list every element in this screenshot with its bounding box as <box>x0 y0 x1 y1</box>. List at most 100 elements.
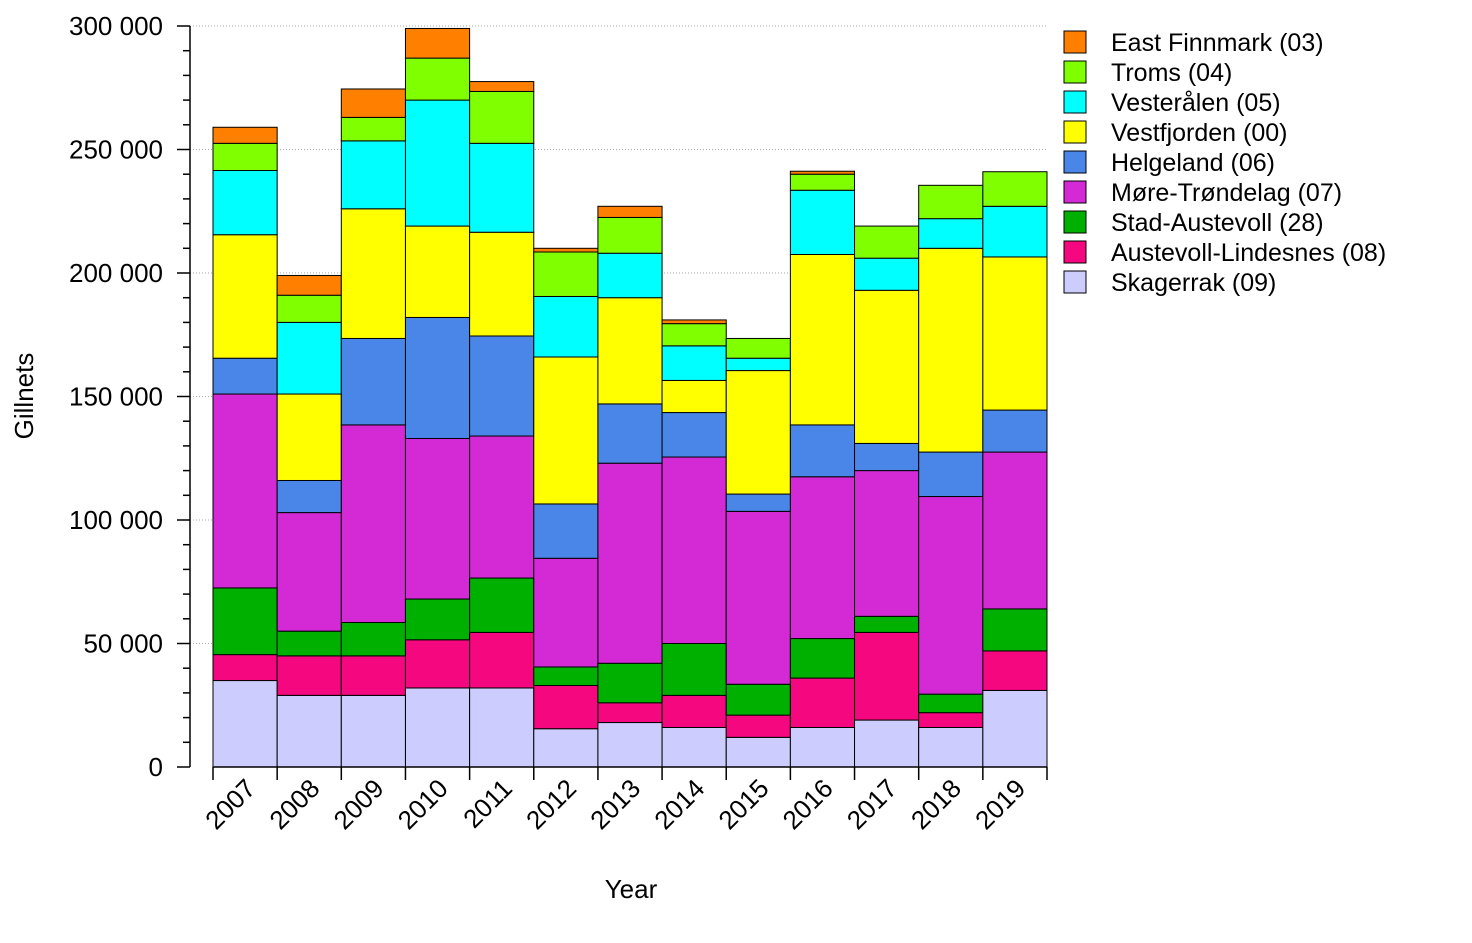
bar-segment <box>340 88 406 118</box>
bar-segment <box>725 683 791 716</box>
x-tick-label: 2019 <box>969 773 1031 835</box>
bar-segment <box>854 631 920 721</box>
legend-swatch <box>1063 30 1087 54</box>
bar-segment <box>597 702 663 724</box>
x-tick-label: 2011 <box>457 773 518 834</box>
bar-segment <box>212 680 278 768</box>
bar-segment <box>276 694 342 768</box>
x-tick-label: 2016 <box>777 773 839 835</box>
bar-segment <box>597 403 663 464</box>
bar-segment <box>404 225 471 318</box>
bar-segment <box>725 493 791 512</box>
bar-segment <box>725 337 791 359</box>
bar-segment <box>340 337 406 426</box>
bar-segment <box>533 247 599 253</box>
bar-segment <box>918 726 984 768</box>
bars <box>212 27 1048 768</box>
y-axis: 0 50 000 100 000 150 000 200 000 250 000 300 0… <box>69 11 191 782</box>
bar-segment <box>404 316 471 439</box>
bar-segment <box>661 319 727 325</box>
legend-label: Skagerrak (09) <box>1111 269 1276 297</box>
x-axis: 2007 2008 2009 2010 2011 2012 2013 2014 2015 2016… <box>199 766 1048 835</box>
bar-segment <box>212 142 278 171</box>
bar-segment <box>661 643 727 696</box>
bar-segment <box>469 142 535 233</box>
bar-segment <box>918 693 984 714</box>
x-tick-label: 2008 <box>263 773 325 835</box>
bar-segment <box>982 608 1048 652</box>
bar-segment <box>276 512 342 632</box>
x-tick-label: 2009 <box>328 773 390 835</box>
y-tick-label: 100 000 <box>69 505 163 535</box>
bar-segment <box>789 424 856 478</box>
bar-segment <box>982 171 1048 207</box>
bar-segment <box>469 335 535 437</box>
bar-segment <box>789 173 856 191</box>
legend-swatch <box>1063 60 1087 84</box>
y-tick-label: 250 000 <box>69 135 163 165</box>
bar-segment <box>340 208 406 339</box>
bar-segment <box>533 684 599 730</box>
x-tick-label: 2014 <box>648 773 710 835</box>
bar-segment <box>918 712 984 728</box>
bar-segment <box>789 189 856 255</box>
legend-label: Møre-Trøndelag (07) <box>1111 179 1342 207</box>
bar-segment <box>918 218 984 249</box>
y-tick-label: 300 000 <box>69 11 163 41</box>
x-tick-label: 2012 <box>520 773 582 835</box>
bar-segment <box>661 345 727 381</box>
bar-segment <box>212 654 278 682</box>
y-tick-label: 50 000 <box>83 629 163 659</box>
legend-label: Troms (04) <box>1111 59 1232 87</box>
bar-segment <box>918 451 984 498</box>
bar-segment <box>276 630 342 657</box>
x-tick-label: 2010 <box>392 773 454 835</box>
bar-segment <box>982 256 1048 411</box>
legend-swatch <box>1063 270 1087 294</box>
bar-segment <box>597 297 663 405</box>
bar-segment <box>982 451 1048 610</box>
legend-swatch <box>1063 90 1087 114</box>
bar-segment <box>661 323 727 347</box>
bar-segment <box>982 689 1048 768</box>
bar-segment <box>918 247 984 453</box>
bar-segment <box>789 677 856 728</box>
bar-segment <box>469 81 535 92</box>
bar-segment <box>533 503 599 559</box>
bar-segment <box>854 719 920 768</box>
bar-segment <box>340 622 406 657</box>
legend-swatch <box>1063 240 1087 264</box>
bar-segment <box>597 722 663 768</box>
bar-segment <box>661 412 727 458</box>
bar-segment <box>469 231 535 337</box>
bar-segment <box>789 170 856 175</box>
bar-segment <box>212 234 278 359</box>
bar-segment <box>789 726 856 768</box>
bar-segment <box>533 557 599 668</box>
bar-segment <box>533 356 599 505</box>
bar-segment <box>212 169 278 236</box>
bar-segment <box>789 253 856 426</box>
y-tick-label: 0 <box>149 752 163 782</box>
bar-segment <box>854 615 920 633</box>
x-tick-label: 2015 <box>712 773 774 835</box>
legend-label: Stad-Austevoll (28) <box>1111 209 1324 237</box>
bar-segment <box>276 321 342 395</box>
bar-segment <box>469 687 535 768</box>
bar-segment <box>854 257 920 291</box>
legend-label: Austevoll-Lindesnes (08) <box>1111 239 1386 267</box>
bar-segment <box>212 357 278 395</box>
bar-segment <box>469 577 535 633</box>
bar-segment <box>533 295 599 358</box>
bar-segment <box>854 289 920 444</box>
legend-label: Vesterålen (05) <box>1111 89 1281 117</box>
bar-segment <box>918 184 984 220</box>
bar-segment <box>854 442 920 472</box>
bar-segment <box>661 726 727 768</box>
bar-segment <box>661 379 727 414</box>
bar-segment <box>276 274 342 296</box>
bar-segment <box>469 631 535 689</box>
legend-swatch <box>1063 180 1087 204</box>
bar-segment <box>789 638 856 679</box>
